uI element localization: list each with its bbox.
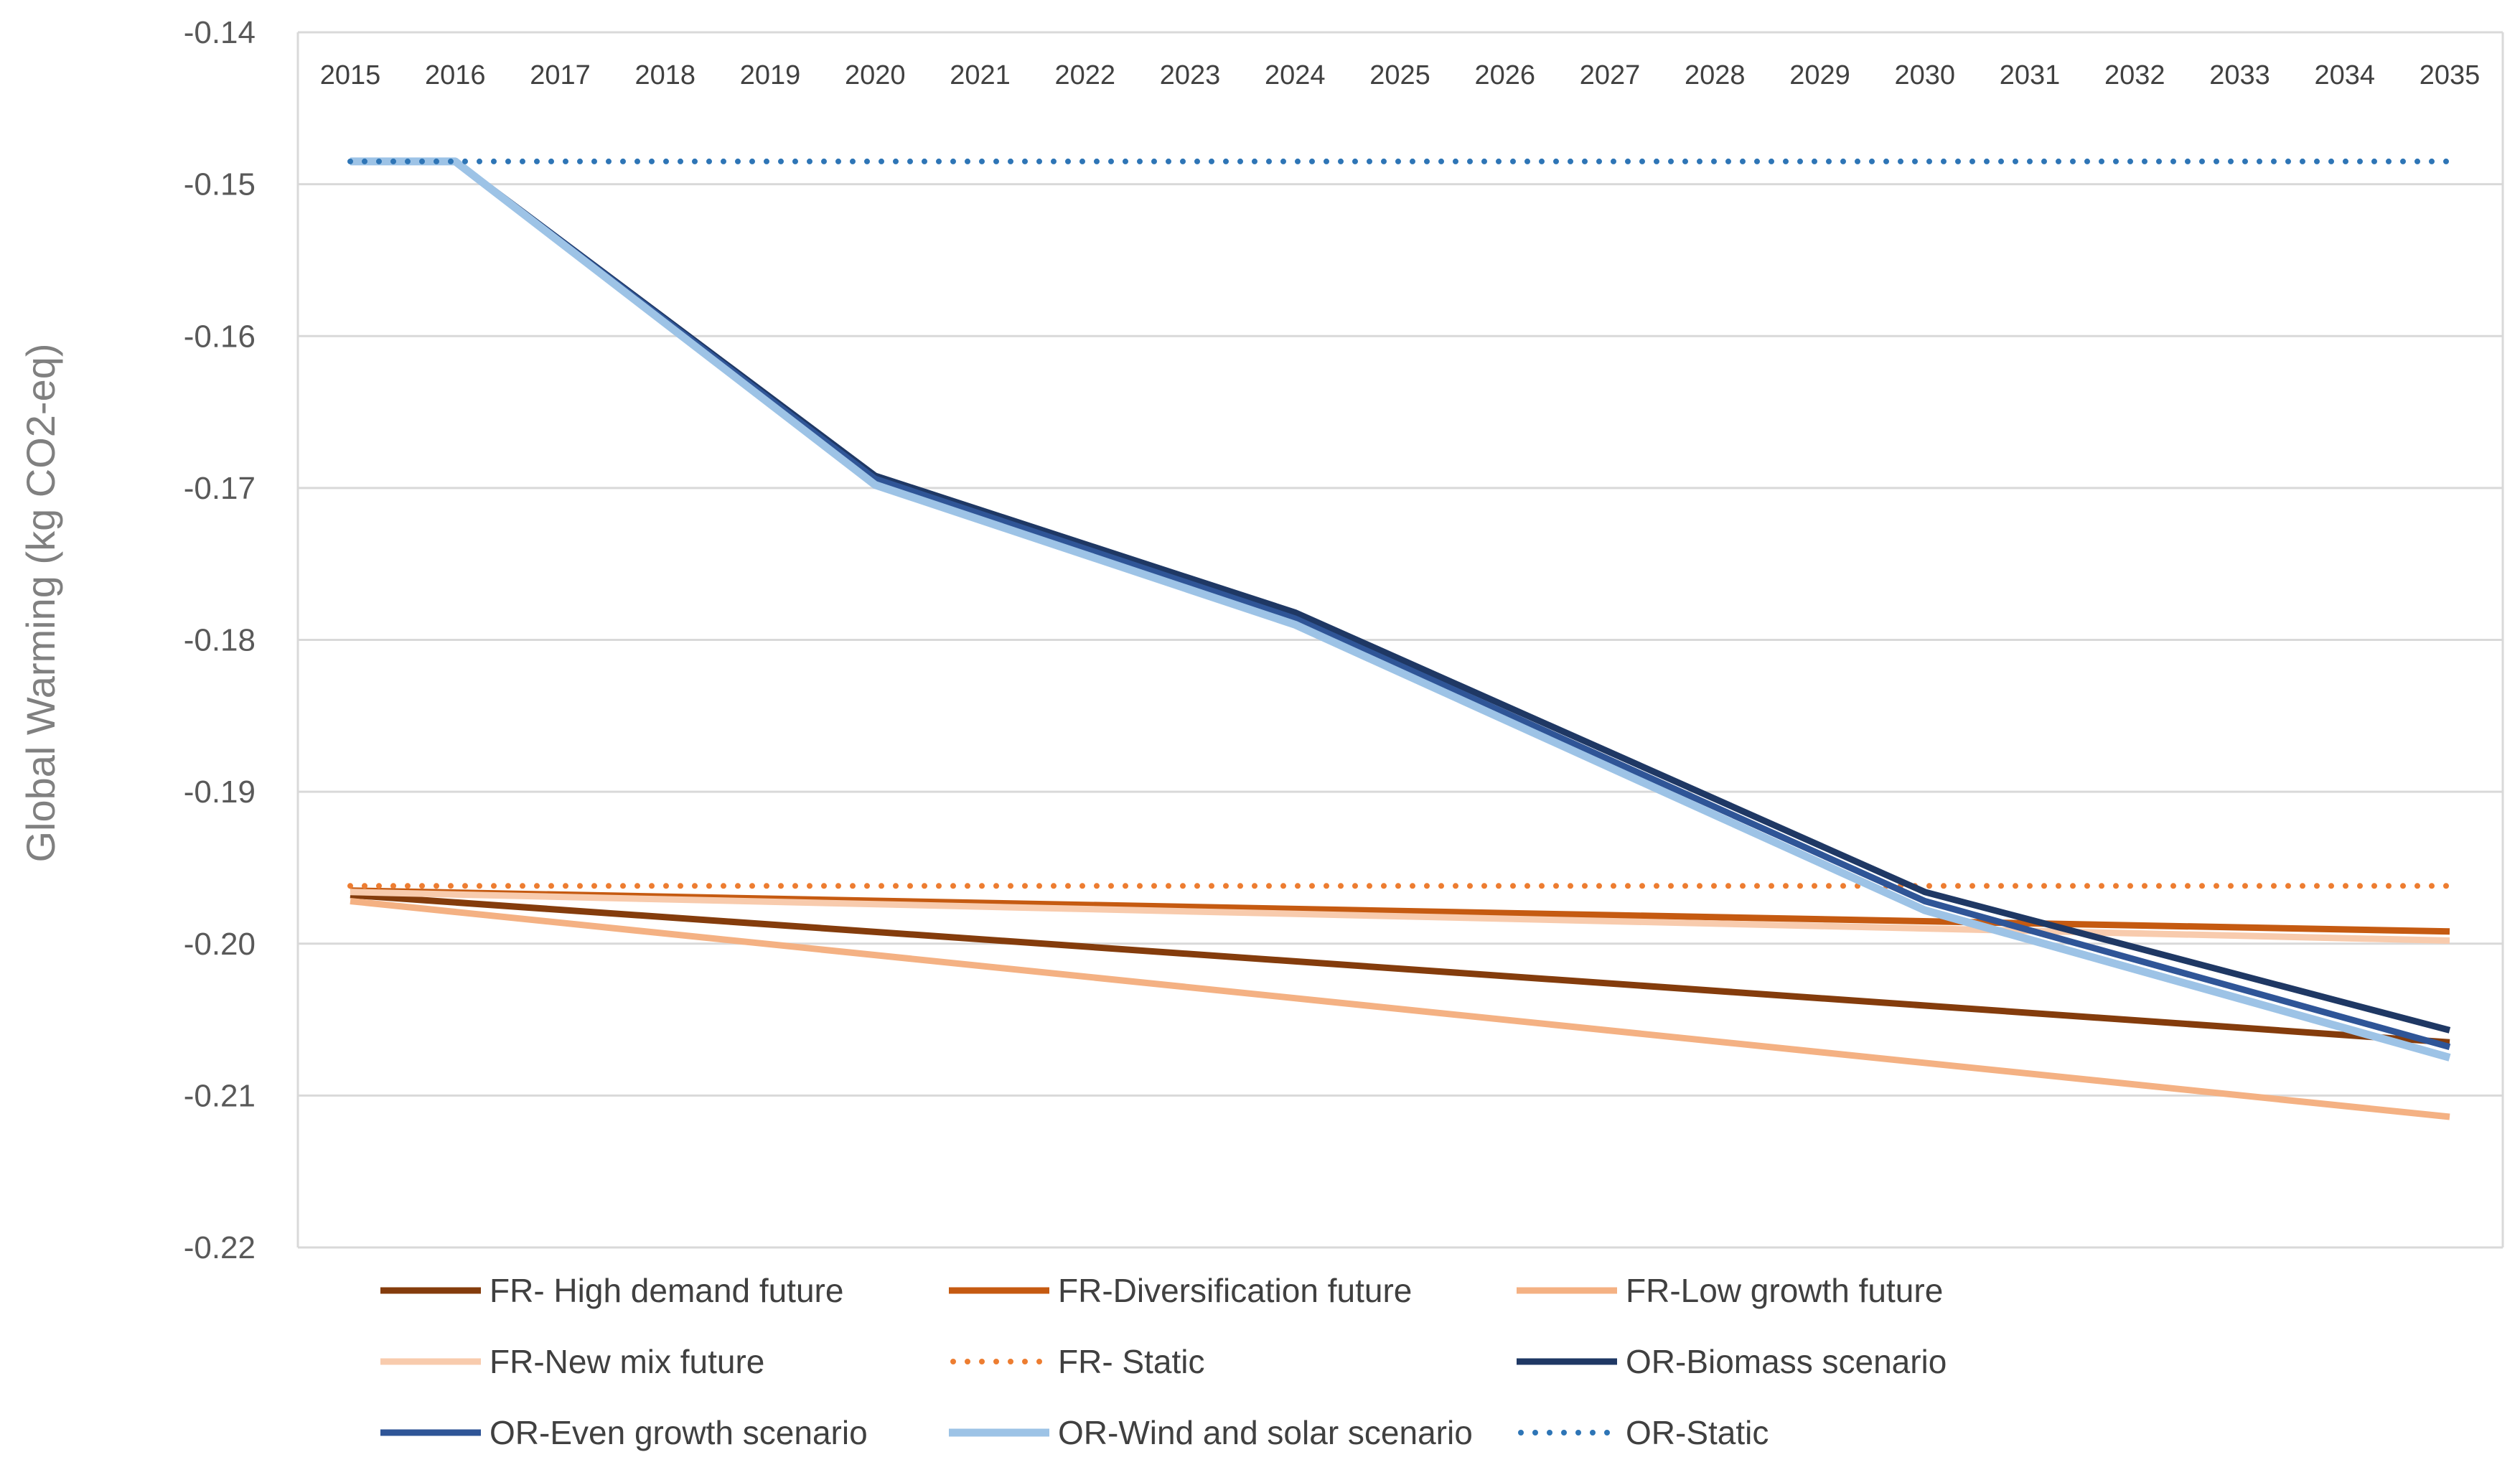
x-tick-label: 2020 [845,60,906,90]
x-axis-ticks: 2015 2016 2017 2018 2019 2020 2021 2022 2023 2024… [320,60,2481,90]
x-tick-label: 2017 [530,60,591,90]
x-tick-label: 2019 [740,60,801,90]
x-tick-label: 2025 [1369,60,1430,90]
x-tick-label: 2018 [634,60,695,90]
y-tick-label: -0.18 [184,623,256,658]
y-tick-label: -0.14 [184,15,256,50]
series-line [350,891,2450,1046]
legend-label: FR-Diversification future [1058,1272,1412,1309]
x-tick-label: 2028 [1685,60,1746,90]
x-tick-label: 2035 [2420,60,2481,90]
x-tick-label: 2027 [1580,60,1641,90]
y-tick-label: -0.16 [184,319,256,354]
x-tick-label: 2016 [425,60,486,90]
legend-label: OR-Static [1626,1414,1769,1451]
y-tick-label: -0.15 [184,167,256,202]
x-tick-label: 2030 [1894,60,1955,90]
y-tick-label: -0.17 [184,471,256,506]
x-tick-label: 2021 [950,60,1011,90]
x-tick-label: 2022 [1054,60,1115,90]
legend-label: OR-Even growth scenario [490,1414,868,1451]
legend-label: OR-Wind and solar scenario [1058,1414,1473,1451]
x-tick-label: 2026 [1474,60,1535,90]
x-tick-label: 2023 [1160,60,1221,90]
x-tick-label: 2034 [2314,60,2375,90]
y-tick-label: -0.21 [184,1078,256,1113]
y-tick-label: -0.19 [184,774,256,810]
legend-label: OR-Biomass scenario [1626,1343,1947,1380]
legend-label: FR- High demand future [490,1272,843,1309]
legend: FR- High demand future FR-Diversification… [380,1272,1947,1451]
x-tick-label: 2032 [2104,60,2165,90]
legend-label: FR- Static [1058,1343,1204,1380]
series-lines [347,157,2453,1120]
x-tick-label: 2031 [2000,60,2061,90]
grid [296,31,2504,1249]
x-tick-label: 2029 [1789,60,1850,90]
legend-label: FR-Low growth future [1626,1272,1943,1309]
series-line [350,898,2450,1120]
y-tick-label: -0.20 [184,927,256,962]
x-tick-label: 2024 [1265,60,1326,90]
legend-label: FR-New mix future [490,1343,764,1380]
y-tick-label: -0.22 [184,1230,256,1265]
series-line [350,889,2450,944]
x-tick-label: 2033 [2209,60,2270,90]
y-axis-ticks: -0.14 -0.15 -0.16 -0.17 -0.18 -0.19 -0.20 -0.21… [184,15,256,1265]
x-tick-label: 2015 [320,60,381,90]
y-axis-label: Global Warming (kg CO2-eq) [18,343,63,862]
